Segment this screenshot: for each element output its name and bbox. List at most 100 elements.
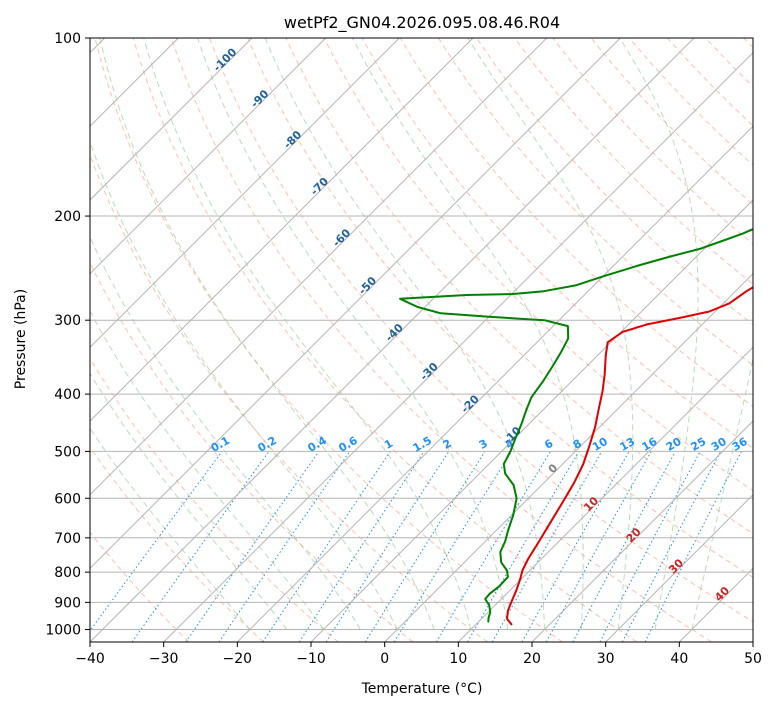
isotherm (90, 38, 327, 275)
dry-adiabat (94, 38, 563, 642)
dry-adiabat (90, 531, 190, 642)
x-tick-label: 30 (597, 651, 615, 667)
isotherm (90, 38, 695, 642)
isotherm (605, 493, 753, 642)
dry-adiabat (590, 38, 753, 206)
moist-adiabat (619, 38, 699, 630)
moist-adiabat (90, 235, 361, 630)
isobars (90, 38, 753, 630)
dry-adiabat (90, 446, 264, 642)
moist-adiabat (90, 427, 251, 630)
mixing-ratio-line (545, 451, 652, 642)
mixing-ratio-line (393, 451, 513, 642)
moist-adiabat (143, 38, 472, 630)
isotherm (678, 567, 753, 642)
y-tick-label: 700 (54, 531, 81, 547)
moist-adiabat (197, 38, 509, 630)
isotherm (90, 38, 621, 570)
dry-adiabat (399, 38, 753, 408)
mixing-ratio-label: 3 (477, 437, 490, 452)
y-tick-label: 600 (54, 491, 81, 507)
mixing-ratio-line (325, 451, 450, 642)
mixing-ratio-line (185, 451, 320, 642)
dry-adiabat (514, 38, 753, 285)
mixing-ratio-line (572, 451, 676, 642)
isotherm (384, 272, 753, 642)
moist-adiabat (264, 38, 545, 630)
isotherm-label: -100 (211, 45, 240, 74)
dry-adiabat (90, 153, 488, 642)
dry-adiabat (132, 38, 638, 642)
y-tick-label: 400 (54, 387, 81, 403)
x-tick-label: −10 (296, 651, 326, 667)
temperature-line (506, 286, 753, 626)
moist-adiabat (90, 310, 324, 630)
dry-adiabat (705, 38, 753, 88)
isotherm-label: -90 (248, 87, 271, 110)
dry-adiabat (667, 38, 753, 127)
moist-adiabats (90, 38, 753, 630)
dry-adiabat (743, 38, 753, 49)
x-axis: −40 −30 −20 −10 0 10 20 30 40 50 (75, 642, 762, 667)
x-tick-label: −30 (149, 651, 179, 667)
mixing-ratio-label: 6 (542, 437, 555, 452)
isotherm (310, 199, 753, 642)
y-tick-label: 300 (54, 313, 81, 329)
mixing-ratio-line (521, 451, 630, 642)
mixing-ratio-line (644, 451, 742, 642)
isotherm (531, 420, 753, 642)
mixing-ratio-line (262, 451, 391, 642)
mixing-ratio-line (218, 451, 351, 642)
x-tick-label: 50 (744, 651, 762, 667)
isotherm-label: 10 (581, 494, 601, 514)
moist-adiabat (90, 139, 398, 630)
plot-frame (89, 37, 754, 643)
isotherm (163, 51, 753, 642)
isotherm (457, 346, 753, 642)
isotherm-label: -20 (459, 392, 482, 415)
isotherm (90, 38, 400, 349)
plot-area: -100-90-80-70-60-50-40-30-20-10010203040… (89, 37, 754, 643)
mixing-ratio-line (90, 451, 223, 632)
mixing-ratio-lines (90, 451, 742, 642)
mixing-ratio-line (435, 451, 552, 642)
x-tick-label: 40 (670, 651, 688, 667)
x-tick-label: 10 (449, 651, 467, 667)
dry-adiabat (90, 357, 339, 642)
y-tick-label: 800 (54, 565, 81, 581)
mixing-ratio-label: 2 (441, 437, 454, 452)
isotherm (752, 641, 753, 642)
dry-adiabat (90, 261, 414, 642)
y-axis-title: Pressure (hPa) (13, 289, 29, 389)
y-tick-label: 200 (54, 209, 81, 225)
x-tick-label: −40 (75, 651, 105, 667)
y-tick-label: 500 (54, 444, 81, 460)
x-axis-title: Temperature (°C) (361, 681, 483, 697)
dry-adiabat (437, 38, 753, 366)
isotherm-label: -70 (308, 175, 331, 198)
moist-adiabat (352, 38, 584, 630)
mixing-ratio-line (364, 451, 486, 642)
mixing-ratio-line (621, 451, 722, 642)
moist-adiabat (90, 372, 288, 630)
dry-adiabat (209, 38, 753, 623)
dry-adiabat (552, 38, 753, 245)
x-tick-label: −20 (223, 651, 253, 667)
y-axis: 100 200 300 400 500 600 700 800 900 1000 (45, 31, 90, 638)
y-tick-label: 100 (54, 31, 81, 47)
x-tick-label: 20 (523, 651, 541, 667)
isotherm (90, 38, 474, 422)
moist-adiabat (691, 356, 753, 630)
isotherm (236, 125, 753, 642)
mixing-ratio-line (298, 451, 425, 642)
isotherm-label: -60 (330, 226, 353, 249)
dewpoint-line (399, 228, 753, 623)
mixing-ratio-labels: 0.1 0.2 0.4 0.6 1 1.5 2 3 4 6 8 10 13 16 20 25 30 36 (209, 434, 750, 455)
y-tick-label: 900 (54, 595, 81, 611)
isotherm-label: 40 (712, 584, 732, 604)
dry-adiabat (170, 38, 712, 642)
isotherm (90, 38, 548, 496)
mixing-ratio-line (599, 451, 701, 642)
isotherms (90, 38, 753, 642)
